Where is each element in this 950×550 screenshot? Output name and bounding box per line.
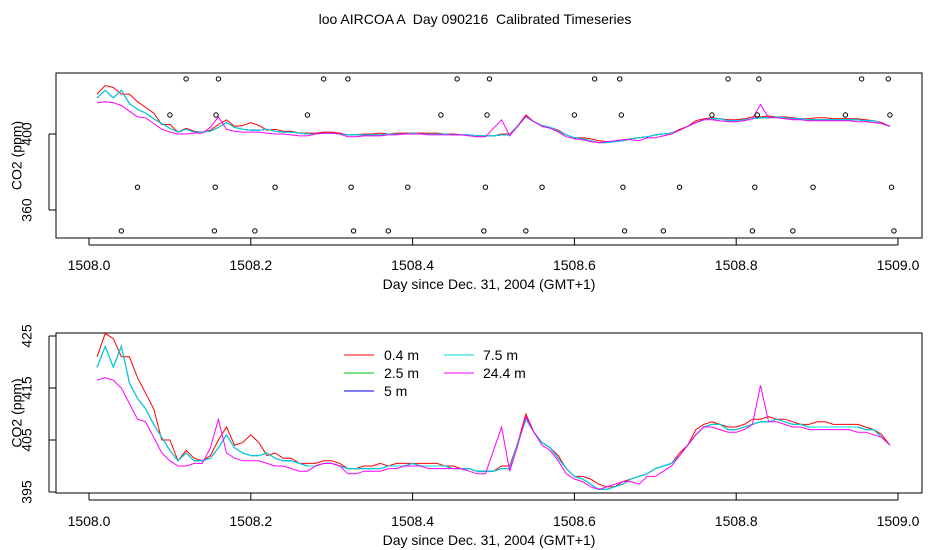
panel1-calibration-marker — [486, 76, 493, 82]
panel1-x-tick-label: 1508.2 — [229, 257, 272, 273]
panel1-calibration-marker — [454, 76, 460, 82]
panel2-x-tick-label: 1508.0 — [68, 513, 111, 529]
panel1-calibration-marker — [252, 228, 258, 234]
panel1-calibration-marker — [167, 112, 173, 118]
panel1-calibration-marker — [891, 228, 897, 234]
panel2-y-tick-label: 395 — [19, 480, 35, 504]
panel1-calibration-marker — [118, 228, 125, 234]
panel1-calibration-marker — [484, 112, 490, 118]
panel2-y-tick-label: 425 — [19, 324, 35, 348]
panel1-calibration-marker — [885, 76, 891, 82]
panel1-series-7-5-m-line — [96, 89, 891, 144]
panel1-y-axis-label: CO2 (ppm) — [9, 121, 25, 190]
panel2-x-tick-label: 1508.2 — [229, 513, 272, 529]
panel1-calibration-marker — [215, 76, 222, 82]
panel1-plot-frame — [55, 72, 923, 239]
panel1-calibration-marker — [320, 76, 327, 82]
panel1-x-tick-label: 1509.0 — [877, 257, 920, 273]
panel2-series-7-5-m-line — [96, 344, 891, 490]
panel1-calibration-marker — [660, 228, 667, 234]
panel1-calibration-marker — [348, 184, 354, 190]
panel1-calibration-marker — [888, 184, 895, 190]
panel1-calibration-marker — [438, 112, 444, 118]
panel1-calibration-marker — [754, 112, 760, 118]
panel1-calibration-marker — [676, 184, 683, 190]
legend-label: 0.4 m — [384, 347, 419, 363]
panel1-calibration-marker — [752, 184, 758, 190]
panel2-x-tick-label: 1508.4 — [391, 513, 434, 529]
panel1-calibration-marker — [304, 112, 311, 118]
panel2-y-tick-label: 405 — [19, 428, 35, 452]
panel2-y-tick-label: 415 — [19, 376, 35, 400]
legend-label: 24.4 m — [483, 365, 526, 381]
panel2-y-axis-label: CO2 (ppm) — [9, 378, 25, 447]
panel1-calibration-marker — [858, 76, 865, 82]
panel1-calibration-marker — [709, 112, 715, 118]
panel1-calibration-marker — [810, 184, 816, 190]
panel1-calibration-marker — [749, 228, 756, 234]
panel1-calibration-marker — [790, 228, 796, 234]
panel2-x-tick-label: 1509.0 — [877, 513, 920, 529]
panel1-calibration-marker — [523, 228, 529, 234]
panel1-calibration-marker — [842, 112, 849, 118]
panel1-series-24-4-m-line — [97, 101, 891, 144]
panel1-calibration-marker — [350, 228, 357, 234]
legend-label: 7.5 m — [483, 347, 518, 363]
panel1-calibration-marker — [571, 112, 578, 118]
panel1-calibration-marker — [725, 76, 731, 82]
panel2-x-axis-label: Day since Dec. 31, 2004 (GMT+1) — [383, 532, 596, 548]
panel1-calibration-marker — [272, 184, 278, 190]
panel1-calibration-marker — [539, 184, 545, 190]
legend-label: 5 m — [384, 383, 407, 399]
panel1-calibration-marker — [213, 112, 219, 118]
panel1-calibration-marker — [211, 228, 218, 234]
panel1-calibration-marker — [405, 184, 411, 190]
panel1-calibration-marker — [756, 76, 762, 82]
panel1-calibration-marker — [212, 184, 218, 190]
chart-title: loo AIRCOA A Day 090216 Calibrated Times… — [318, 11, 632, 27]
panel1-x-tick-label: 1508.4 — [391, 257, 434, 273]
panel1-calibration-marker — [621, 228, 628, 234]
panel1-calibration-marker — [385, 228, 392, 234]
panel1-x-tick-label: 1508.6 — [553, 257, 596, 273]
panel1-calibration-marker — [183, 76, 189, 82]
panel2-x-tick-label: 1508.6 — [553, 513, 596, 529]
panel1-x-axis-label: Day since Dec. 31, 2004 (GMT+1) — [383, 276, 596, 292]
panel1-x-tick-label: 1508.8 — [715, 257, 758, 273]
legend-label: 2.5 m — [384, 365, 419, 381]
panel1-calibration-marker — [617, 76, 623, 82]
panel1-y-tick-label: 360 — [19, 198, 35, 222]
panel1-y-tick-label: 400 — [19, 122, 35, 146]
panel1-x-tick-label: 1508.0 — [68, 257, 111, 273]
panel1-series-0-4-m-line — [96, 84, 891, 143]
panel1-calibration-marker — [482, 184, 489, 190]
panel1-calibration-marker — [620, 184, 626, 190]
panel1-calibration-marker — [345, 76, 351, 82]
panel1-calibration-marker — [134, 184, 141, 190]
panel1-calibration-marker — [618, 112, 625, 118]
panel2-x-tick-label: 1508.8 — [715, 513, 758, 529]
panel1-calibration-marker — [591, 76, 598, 82]
panel2-series-24-4-m-line — [96, 377, 891, 490]
panel2-plot-frame — [55, 332, 923, 494]
panel1-calibration-marker — [887, 112, 893, 118]
panel1-calibration-marker — [481, 228, 487, 234]
